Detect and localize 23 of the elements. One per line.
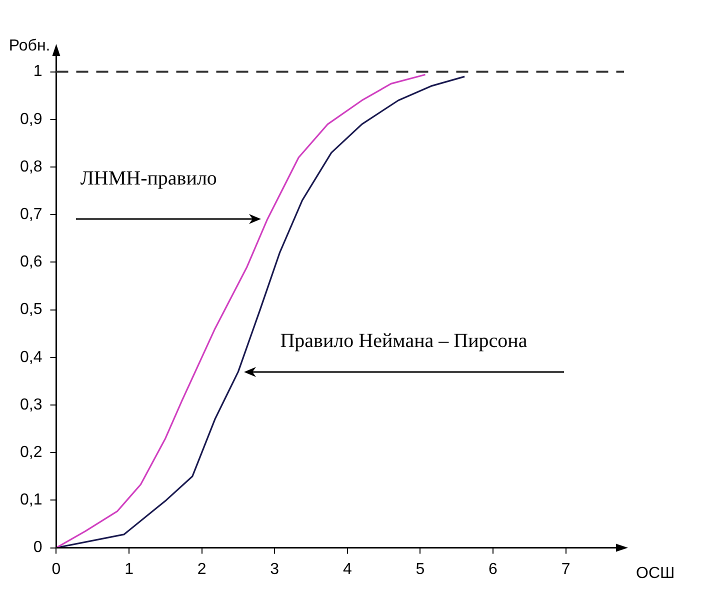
y-tick-label: 0	[33, 539, 42, 556]
y-tick-label: 0,3	[20, 396, 42, 414]
x-axis-title: ОСШ	[636, 565, 675, 582]
y-tick-label: 0,8	[20, 158, 42, 176]
x-tick-label: 1	[124, 560, 134, 578]
y-tick-label: 0,7	[20, 206, 42, 224]
x-tick-label: 3	[270, 560, 280, 578]
x-tick-label: 5	[416, 560, 425, 578]
y-tick-label: 0,2	[20, 444, 42, 462]
x-tick-label: 4	[342, 560, 352, 578]
y-tick-label: 1	[33, 63, 42, 80]
y-tick-label: 0,6	[20, 254, 42, 271]
y-tick-label: 0,4	[20, 348, 42, 366]
y-tick-label: 0,1	[20, 492, 42, 509]
x-tick-label: 6	[488, 560, 498, 578]
y-tick-label: 0,9	[20, 110, 42, 128]
text: ЛНМН-правило	[80, 168, 217, 190]
x-tick-label: 0	[52, 560, 61, 578]
x-tick-label: 2	[197, 560, 206, 578]
series-label: Правило Неймана – Пирсона	[280, 330, 528, 352]
x-tick-label: 7	[561, 560, 570, 578]
y-axis-title: Робн.	[8, 37, 50, 54]
y-tick-label: 0,5	[20, 301, 42, 318]
